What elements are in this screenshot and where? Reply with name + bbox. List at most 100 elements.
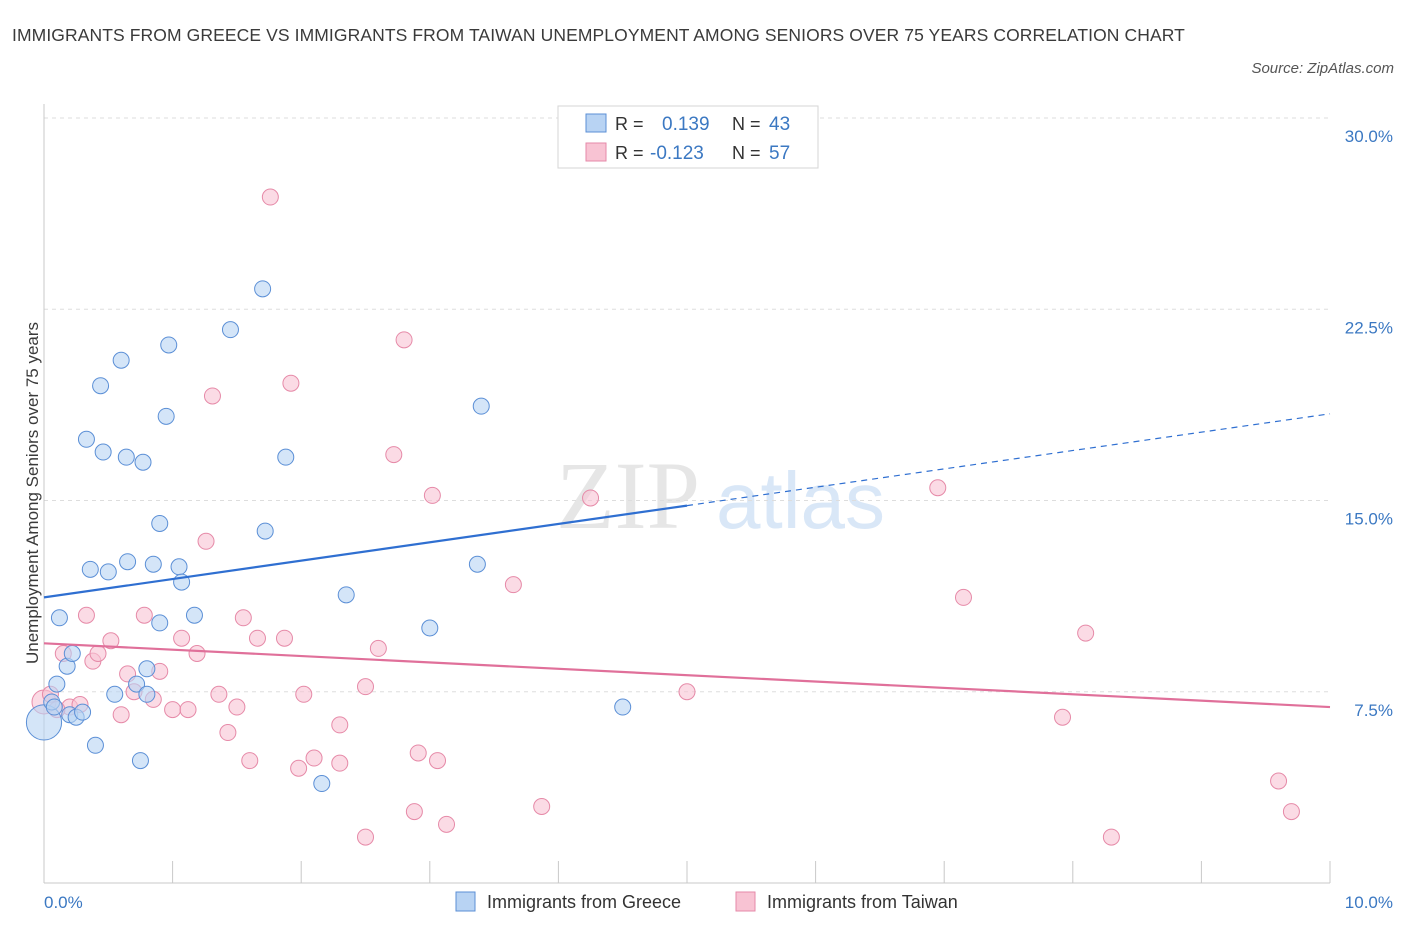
taiwan-point	[331, 754, 349, 772]
taiwan-point	[429, 752, 447, 770]
chart-title: IMMIGRANTS FROM GREECE VS IMMIGRANTS FRO…	[12, 25, 1185, 45]
greece-point	[277, 448, 295, 466]
taiwan-point	[331, 716, 349, 734]
greece-trendline-extension	[686, 413, 1331, 507]
y-tick-label: 30.0%	[1345, 127, 1393, 146]
taiwan-point	[164, 701, 182, 719]
greece-point	[86, 736, 104, 754]
greece-point	[472, 397, 490, 415]
watermark: ZIP atlas	[556, 442, 885, 549]
taiwan-point	[135, 606, 153, 624]
taiwan-point	[248, 629, 266, 647]
taiwan-point	[357, 678, 374, 696]
y-tick-label: 22.5%	[1345, 318, 1393, 337]
taiwan-point	[438, 815, 456, 833]
greece-point	[421, 619, 439, 637]
legend-taiwan-n-label: N =	[732, 143, 761, 163]
taiwan-point	[112, 706, 130, 724]
legend-taiwan-r-value: -0.123	[650, 143, 704, 164]
taiwan-point	[1270, 772, 1288, 790]
legend-greece-n-value: 43	[769, 114, 790, 135]
taiwan-point	[295, 685, 313, 703]
taiwan-point	[423, 486, 441, 504]
taiwan-point	[1077, 624, 1095, 642]
greece-point	[112, 351, 130, 369]
y-tick-labels: 7.5% 15.0% 22.5% 30.0%	[1345, 127, 1393, 720]
taiwan-point	[282, 374, 300, 392]
greece-point	[106, 685, 124, 703]
legend-greece-r-label: R =	[615, 114, 644, 134]
taiwan-point	[290, 759, 308, 777]
greece-series	[25, 280, 632, 793]
greece-point	[94, 443, 112, 461]
greece-point	[138, 660, 156, 678]
greece-trendline	[43, 504, 688, 599]
legend-greece-r-value: 0.139	[662, 114, 710, 135]
taiwan-point	[203, 387, 221, 405]
taiwan-point	[228, 698, 246, 716]
taiwan-point	[234, 609, 252, 627]
taiwan-point	[395, 331, 413, 349]
greece-point	[92, 377, 110, 395]
legend-greece-n-label: N =	[732, 114, 761, 134]
x-tick-labels: 0.0% 10.0%	[44, 893, 1393, 912]
taiwan-point	[197, 532, 215, 550]
x-tick-label-max: 10.0%	[1345, 893, 1393, 912]
legend-taiwan-r-label: R =	[615, 143, 644, 163]
taiwan-point	[77, 606, 95, 624]
taiwan-point	[188, 645, 206, 662]
axes	[43, 104, 1331, 884]
correlation-legend: R = 0.139 N = 43 R = -0.123 N = 57	[557, 105, 819, 169]
greece-point	[131, 752, 149, 770]
y-tick-label: 7.5%	[1354, 701, 1393, 720]
taiwan-point	[405, 803, 423, 821]
greece-point	[614, 698, 632, 716]
greece-point	[77, 430, 95, 448]
greece-point	[144, 555, 162, 573]
greece-point	[151, 614, 169, 632]
gridlines	[44, 117, 1330, 693]
greece-point	[170, 558, 188, 576]
taiwan-point	[305, 749, 323, 767]
taiwan-point	[1054, 708, 1072, 726]
greece-point	[254, 280, 272, 298]
watermark-zip: ZIP	[556, 442, 700, 549]
bottom-legend-greece-label: Immigrants from Greece	[487, 892, 681, 912]
y-axis-label: Unemployment Among Seniors over 75 years	[23, 322, 42, 664]
greece-point	[117, 448, 135, 466]
taiwan-point	[385, 446, 403, 464]
taiwan-point	[219, 724, 237, 742]
greece-point	[337, 586, 355, 604]
taiwan-point	[179, 701, 197, 719]
series-legend: Immigrants from Greece Immigrants from T…	[455, 891, 958, 912]
taiwan-point	[533, 798, 551, 815]
taiwan-point	[929, 479, 947, 497]
greece-point	[63, 645, 81, 662]
taiwan-point	[1102, 828, 1120, 846]
source-label: Source: ZipAtlas.com	[1251, 60, 1394, 77]
trendlines	[43, 413, 1331, 709]
legend-taiwan-n-value: 57	[769, 143, 790, 164]
taiwan-point	[504, 576, 522, 594]
greece-point	[160, 336, 178, 354]
greece-point	[157, 407, 175, 425]
taiwan-point	[954, 588, 972, 606]
bottom-legend-taiwan-swatch	[735, 891, 756, 912]
greece-point	[313, 775, 331, 793]
taiwan-point	[210, 685, 228, 703]
greece-point	[256, 522, 274, 540]
taiwan-point	[357, 828, 374, 846]
taiwan-point	[261, 188, 279, 206]
greece-point	[99, 563, 117, 581]
taiwan-point	[409, 744, 427, 762]
bottom-legend-greece-swatch	[455, 891, 476, 912]
greece-point	[468, 555, 486, 573]
taiwan-trendline	[43, 642, 1331, 709]
greece-point	[151, 514, 169, 532]
greece-point	[185, 606, 203, 624]
taiwan-point	[173, 629, 191, 647]
taiwan-point	[1282, 803, 1300, 821]
greece-point	[45, 698, 63, 716]
x-tick-label-min: 0.0%	[44, 893, 83, 912]
greece-point	[48, 675, 66, 693]
